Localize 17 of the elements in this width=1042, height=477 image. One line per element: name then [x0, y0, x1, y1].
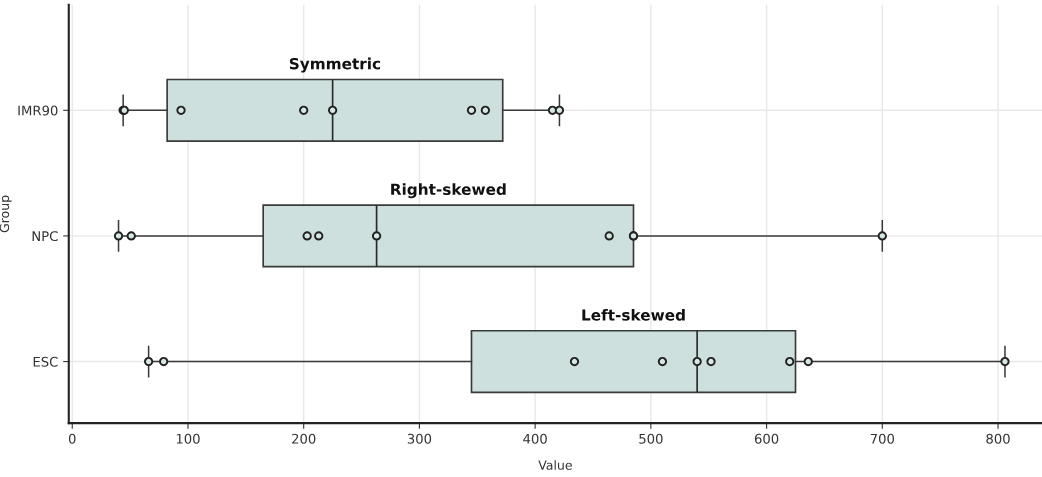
x-tick-label: 500 [639, 433, 663, 444]
annotation: Symmetric [289, 57, 381, 73]
x-tick-label: 100 [176, 433, 200, 444]
x-tick-label: 0 [68, 433, 76, 444]
x-tick-label: 400 [523, 433, 547, 444]
x-tick-label: 300 [407, 433, 432, 444]
x-tick-label: 200 [292, 433, 316, 444]
y-tick-label: ESC [33, 356, 58, 367]
annotation: Right-skewed [391, 183, 506, 199]
y-axis-title: Group [0, 195, 12, 233]
y-tick-label: NPC [32, 231, 58, 242]
x-axis-title: Value [538, 460, 572, 470]
annotation: Left-skewed [582, 308, 685, 321]
x-tick-label: 600 [754, 433, 779, 444]
y-tick-label: IMR90 [18, 105, 58, 116]
x-tick-label: 800 [986, 433, 1010, 444]
x-tick-label: 700 [870, 433, 895, 444]
